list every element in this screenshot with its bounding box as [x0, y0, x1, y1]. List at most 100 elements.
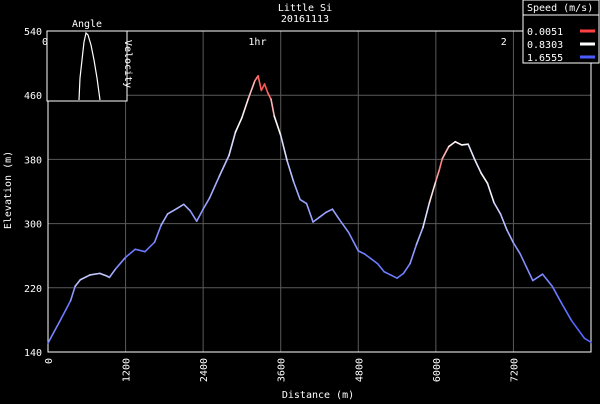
- legend-entry-label: 0.0051: [527, 27, 563, 38]
- elevation-segment: [153, 224, 162, 243]
- y-tick-label: 460: [24, 91, 42, 102]
- elevation-segment: [532, 273, 544, 282]
- x-tick-label: 4800: [354, 358, 365, 382]
- x-tick-label: 7200: [509, 358, 520, 382]
- elevation-segment: [318, 211, 327, 218]
- elevation-segment: [396, 272, 405, 279]
- elevation-segment: [234, 116, 243, 133]
- elevation-segment: [525, 266, 534, 282]
- x-tick-label: 2400: [199, 358, 210, 382]
- elevation-segment: [202, 197, 211, 210]
- elevation-segment: [486, 182, 495, 204]
- x-tick-label: 0: [44, 358, 55, 364]
- elevation-segment: [441, 145, 450, 160]
- elevation-segment: [263, 83, 269, 94]
- elevation-segment: [389, 274, 398, 279]
- elevation-segment: [473, 158, 482, 174]
- elevation-segment: [583, 337, 592, 344]
- elevation-segment: [176, 203, 185, 210]
- elevation-segment: [182, 203, 192, 212]
- elevation-segment: [228, 131, 237, 157]
- elevation-segment: [108, 267, 117, 279]
- y-tick-label: 380: [24, 155, 42, 166]
- elevation-segment: [189, 209, 198, 222]
- x-tick-label: 3600: [277, 358, 288, 382]
- plot-frame: [47, 30, 592, 353]
- elevation-segment: [409, 243, 418, 265]
- elevation-segment: [460, 143, 469, 146]
- elevation-segment: [447, 140, 457, 148]
- y-tick-label: 140: [24, 348, 42, 359]
- plot-border: [47, 30, 592, 353]
- time-tick-label: 1hr: [248, 37, 266, 48]
- legend-entry-label: 0.8303: [527, 40, 563, 51]
- inset-ylabel: Velocity: [122, 40, 133, 88]
- y-tick-label: 300: [24, 220, 42, 231]
- inset-title: Angle: [72, 19, 102, 30]
- elevation-segment: [561, 303, 573, 322]
- inset-curve: [78, 31, 101, 101]
- elevation-segment: [541, 273, 554, 287]
- x-tick-label: 1200: [122, 358, 133, 382]
- elevation-segment: [144, 241, 156, 253]
- elevation-segment: [312, 216, 321, 223]
- elevation-segment: [69, 285, 76, 302]
- elevation-segment: [338, 217, 350, 234]
- elevation-segment: [89, 272, 101, 276]
- elevation-segment: [208, 175, 221, 199]
- elevation-segment: [292, 181, 301, 201]
- elevation-segment: [415, 226, 424, 246]
- y-axis-label: Elevation (m): [3, 151, 14, 229]
- elevation-segment: [347, 231, 360, 252]
- chart-title: Little Si: [278, 3, 332, 14]
- elevation-segment: [551, 285, 563, 305]
- elevation-segment: [519, 252, 528, 268]
- elevation-segment: [273, 115, 282, 137]
- elevation-segment: [402, 262, 411, 275]
- y-tick-label: 540: [24, 27, 42, 38]
- legend-entry-label: 1.6555: [527, 53, 563, 64]
- legend: Speed (m/s) 0.0051 0.8303 1.6555: [522, 0, 600, 64]
- x-tick-label: 6000: [432, 358, 443, 382]
- elevation-segment: [570, 319, 586, 340]
- elevation-segment: [435, 169, 440, 182]
- angle-velocity-inset: Angle Velocity: [46, 19, 133, 102]
- elevation-segment: [195, 208, 204, 222]
- elevation-segment: [60, 299, 72, 320]
- elevation-segment: [512, 242, 521, 255]
- elevation-segment: [363, 253, 373, 260]
- elevation-segment: [370, 258, 379, 265]
- legend-title: Speed (m/s): [527, 3, 593, 14]
- elevation-segment: [305, 202, 314, 223]
- elevation-segment: [438, 157, 444, 172]
- elevation-segment: [98, 272, 107, 277]
- elevation-segment: [166, 207, 179, 215]
- elevation-segment: [286, 160, 295, 183]
- elevation-line: [47, 75, 592, 344]
- elevation-segment: [74, 278, 82, 287]
- time-tick-label: 2: [501, 37, 507, 48]
- x-axis-label: Distance (m): [282, 390, 354, 400]
- elevation-segment: [218, 154, 230, 178]
- elevation-segment: [134, 248, 146, 253]
- elevation-segment: [422, 201, 431, 229]
- elevation-segment: [506, 229, 515, 244]
- elevation-segment: [257, 75, 263, 92]
- elevation-segment: [47, 318, 62, 344]
- elevation-segment: [331, 208, 340, 220]
- elevation-segment: [499, 213, 508, 231]
- elevation-segment: [454, 140, 463, 146]
- chart-subtitle: 20161113: [281, 14, 329, 25]
- elevation-segment: [79, 274, 91, 281]
- elevation-segment: [467, 143, 476, 161]
- elevation-segment: [266, 91, 272, 101]
- elevation-segment: [247, 79, 256, 100]
- elevation-segment: [270, 98, 276, 117]
- elevation-segment: [115, 256, 127, 270]
- elevation-segment: [357, 250, 366, 255]
- elevation-segment: [480, 172, 489, 185]
- y-tick-label: 220: [24, 284, 42, 295]
- elevation-segment: [241, 97, 250, 119]
- elevation-segment: [493, 201, 502, 215]
